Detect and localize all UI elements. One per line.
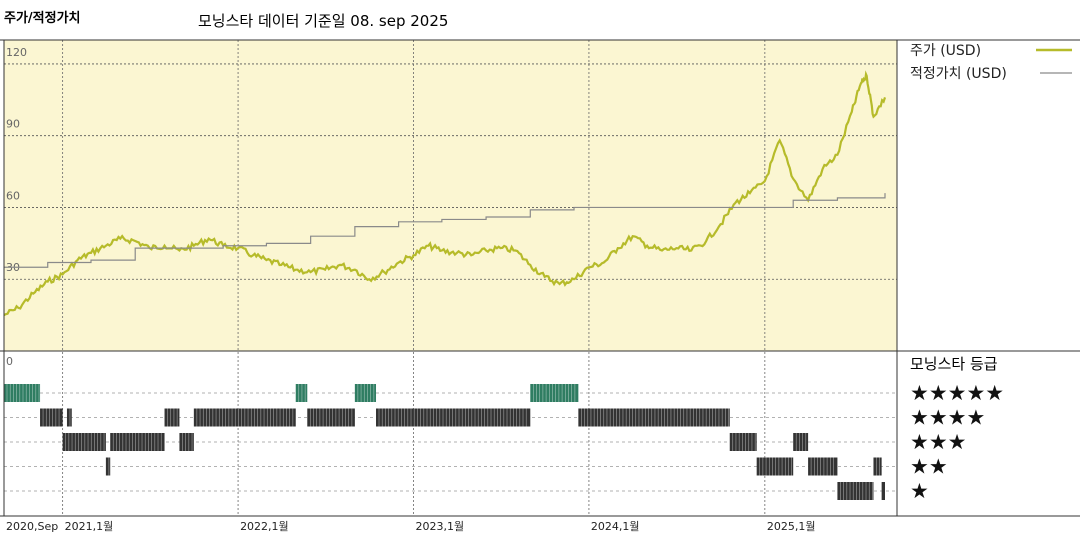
rating-bar-fill (110, 433, 165, 451)
x-tick-label: 2020,Sep (6, 520, 58, 533)
rating-bar-fill (376, 408, 531, 427)
rating-bar (729, 433, 757, 451)
rating-bar-fill (179, 433, 194, 451)
price-line (3, 70, 887, 317)
rating-bar (354, 384, 377, 402)
x-tick-label: 2025,1월 (767, 520, 816, 533)
rating-bar-fill (105, 457, 111, 476)
rating-bar (530, 384, 579, 402)
rating-bar-fill (4, 384, 41, 402)
rating-legend-stars: ★★ (910, 455, 948, 479)
rating-bar (376, 408, 531, 427)
rating-bar (756, 457, 794, 476)
rating-bar (105, 457, 111, 476)
y-tick-label: 90 (6, 118, 20, 131)
y-tick-label: 0 (6, 355, 13, 368)
rating-bar-fill (62, 433, 106, 451)
rating-bar (881, 482, 885, 500)
rating-bars (4, 384, 885, 500)
rating-bar (179, 433, 194, 451)
x-tick-label: 2024,1월 (591, 520, 640, 533)
rating-legend-stars: ★★★★ (910, 406, 985, 430)
x-tick-label: 2022,1월 (240, 520, 289, 533)
fair-value-line (4, 193, 886, 268)
rating-bar-fill (66, 408, 72, 427)
rating-title: 모닝스타 등급 (910, 355, 998, 373)
rating-legend: ★★★★★★★★★★★★★★★ (910, 381, 1004, 503)
legend: 주가 (USD) 적정가치 (USD) (910, 43, 1072, 82)
rating-bar-fill (40, 408, 63, 427)
rating-bar (193, 408, 296, 427)
rating-bar-fill (729, 433, 757, 451)
rating-bar-fill (756, 457, 794, 476)
rating-bar-fill (873, 457, 882, 476)
rating-bar (164, 408, 180, 427)
y-tick-label: 60 (6, 189, 20, 202)
x-tick-label: 2023,1월 (415, 520, 464, 533)
rating-bar (110, 433, 165, 451)
rating-bar (808, 457, 838, 476)
rating-bar-fill (530, 384, 579, 402)
rating-legend-stars: ★ (910, 479, 929, 503)
rating-bar (793, 433, 809, 451)
legend-label: 적정가치 (USD) (910, 66, 1007, 82)
rating-bar-fill (307, 408, 355, 427)
rating-bar (837, 482, 874, 500)
rating-bar-fill (164, 408, 180, 427)
rating-legend-stars: ★★★ (910, 430, 966, 454)
chart-subtitle: 모닝스타 데이터 기준일 08. sep 2025 (198, 12, 448, 30)
rating-bar-fill (295, 384, 308, 402)
x-tick-label: 2021,1월 (65, 520, 114, 533)
rating-bar (578, 408, 730, 427)
rating-legend-stars: ★★★★★ (910, 381, 1004, 405)
rating-bar (66, 408, 72, 427)
rating-bar (4, 384, 41, 402)
rating-bar-fill (578, 408, 730, 427)
rating-bar (873, 457, 882, 476)
rating-bar-fill (881, 482, 885, 500)
y-tick-label: 120 (6, 46, 27, 59)
rating-bar-fill (837, 482, 874, 500)
series-lines (3, 70, 887, 317)
rating-bar (295, 384, 308, 402)
rating-bar (62, 433, 106, 451)
rating-bar (40, 408, 63, 427)
price-plot-area (4, 40, 897, 351)
x-axis-ticks: 2020,Sep 2021,1월 2022,1월 2023,1월 2024,1월 2025… (6, 520, 815, 533)
rating-bar (307, 408, 355, 427)
rating-bar-fill (793, 433, 809, 451)
legend-label: 주가 (USD) (910, 43, 981, 59)
rating-bar-fill (808, 457, 838, 476)
chart-title: 주가/적정가치 (4, 10, 81, 26)
